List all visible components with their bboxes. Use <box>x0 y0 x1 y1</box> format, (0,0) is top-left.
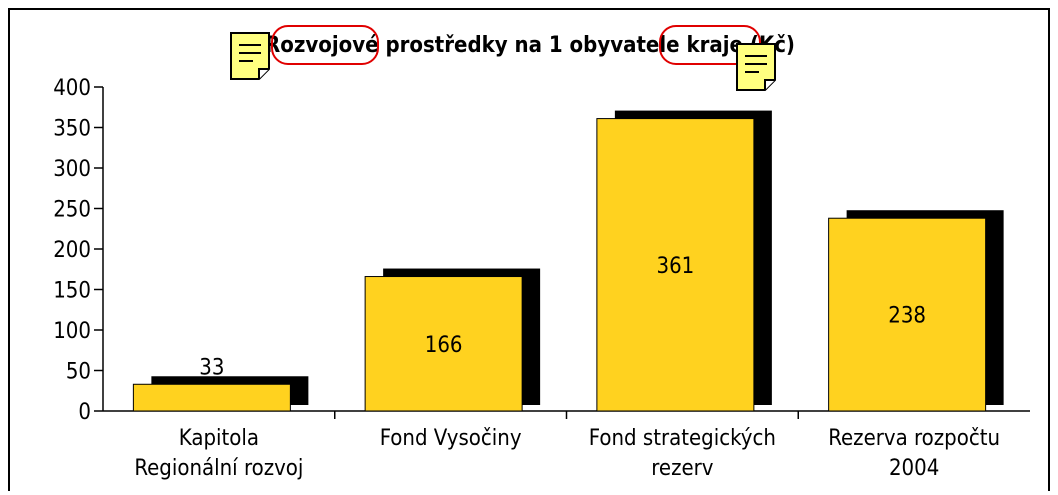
y-tick-label: 400 <box>53 76 91 101</box>
bar <box>132 383 291 412</box>
x-tick-label: Fond Vysočiny <box>380 426 522 451</box>
x-tick-label: rezerv <box>651 456 714 481</box>
x-tick-label: Regionální rozvoj <box>134 456 303 481</box>
chart-title: Rozvojové prostředky na 1 obyvatele kraj… <box>265 33 795 58</box>
y-tick-label: 350 <box>53 117 91 142</box>
y-tick-label: 100 <box>53 319 91 344</box>
y-tick-label: 300 <box>53 157 91 182</box>
y-tick-label: 50 <box>66 360 91 385</box>
value-label: 361 <box>656 254 694 279</box>
y-tick-label: 150 <box>53 279 91 304</box>
note-icon[interactable] <box>736 43 776 91</box>
bar <box>364 276 523 412</box>
note-icon[interactable] <box>230 32 270 80</box>
y-tick-label: 0 <box>78 400 91 425</box>
x-tick-label: Kapitola <box>179 426 259 451</box>
value-label: 33 <box>199 355 224 380</box>
x-tick-label: Fond strategických <box>589 426 776 451</box>
value-label: 238 <box>888 304 926 329</box>
x-tick-label: Rezerva rozpočtu <box>828 426 1000 451</box>
y-tick-label: 250 <box>53 198 91 223</box>
bar <box>596 118 755 412</box>
y-tick-label: 200 <box>53 238 91 263</box>
bar <box>828 217 987 412</box>
value-label: 166 <box>425 333 463 358</box>
x-tick-label: 2004 <box>889 456 939 481</box>
